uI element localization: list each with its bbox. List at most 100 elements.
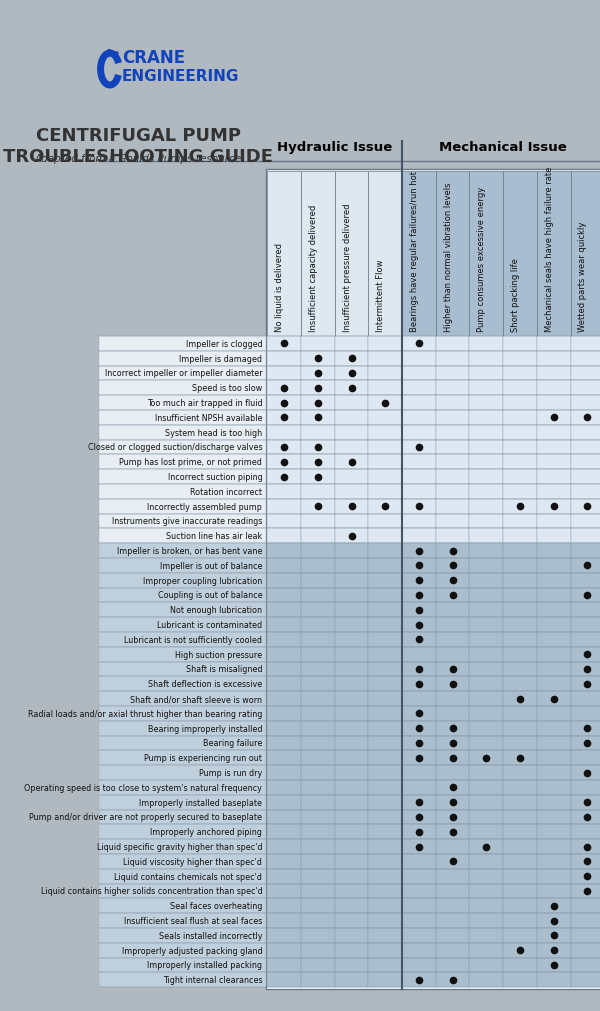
Bar (335, 426, 368, 440)
Bar (436, 558, 469, 573)
Bar (436, 603, 469, 618)
Bar (99, 662, 266, 676)
Text: Incorrect suction piping: Incorrect suction piping (167, 472, 262, 481)
Bar (402, 440, 436, 455)
Bar (537, 810, 571, 825)
Bar (469, 868, 503, 884)
Bar (537, 928, 571, 943)
Bar (436, 928, 469, 943)
Bar (368, 943, 402, 957)
Bar (335, 707, 368, 721)
Bar (436, 484, 469, 499)
Bar (335, 588, 368, 603)
Bar (301, 928, 335, 943)
Bar (335, 795, 368, 810)
Bar (335, 810, 368, 825)
Bar (335, 529, 368, 544)
Bar (571, 499, 600, 514)
Bar (268, 692, 301, 707)
Text: Liquid contains chemicals not spec'd: Liquid contains chemicals not spec'd (115, 871, 262, 881)
Bar (436, 780, 469, 795)
Bar (402, 839, 436, 854)
Bar (537, 913, 571, 928)
Bar (436, 172, 469, 337)
Bar (402, 765, 436, 780)
Bar (99, 780, 266, 795)
Bar (268, 410, 301, 426)
Bar (503, 899, 537, 913)
Bar (469, 810, 503, 825)
Bar (268, 440, 301, 455)
Bar (268, 470, 301, 484)
Bar (537, 352, 571, 366)
Bar (301, 573, 335, 588)
Bar (368, 396, 402, 410)
Bar (571, 957, 600, 973)
Bar (469, 499, 503, 514)
Bar (537, 676, 571, 692)
Bar (503, 529, 537, 544)
Bar (537, 647, 571, 662)
Bar (436, 662, 469, 676)
Bar (99, 632, 266, 647)
Bar (469, 750, 503, 765)
Bar (268, 514, 301, 529)
Bar (402, 470, 436, 484)
Bar (503, 632, 537, 647)
Bar (268, 647, 301, 662)
Bar (99, 440, 266, 455)
Bar (503, 810, 537, 825)
Bar (436, 839, 469, 854)
Text: Shaft is misaligned: Shaft is misaligned (186, 665, 262, 674)
Bar (503, 795, 537, 810)
Bar (335, 396, 368, 410)
Bar (571, 470, 600, 484)
Bar (335, 632, 368, 647)
Bar (335, 662, 368, 676)
Bar (402, 795, 436, 810)
Bar (402, 588, 436, 603)
Bar (402, 662, 436, 676)
Bar (99, 426, 266, 440)
Bar (503, 573, 537, 588)
Bar (503, 544, 537, 558)
Bar (503, 692, 537, 707)
Bar (301, 780, 335, 795)
Bar (335, 854, 368, 868)
Bar (368, 337, 402, 352)
Bar (469, 172, 503, 337)
Bar (503, 928, 537, 943)
Bar (368, 795, 402, 810)
Bar (571, 352, 600, 366)
Bar (301, 795, 335, 810)
Text: Mechanical seals have high failure rate: Mechanical seals have high failure rate (545, 167, 554, 332)
Bar (571, 943, 600, 957)
Bar (368, 470, 402, 484)
Bar (99, 410, 266, 426)
Bar (402, 603, 436, 618)
Bar (301, 588, 335, 603)
Bar (268, 676, 301, 692)
Bar (268, 928, 301, 943)
Bar (436, 765, 469, 780)
Bar (571, 337, 600, 352)
Bar (301, 957, 335, 973)
Bar (436, 529, 469, 544)
Bar (99, 928, 266, 943)
Text: Shaft deflection is excessive: Shaft deflection is excessive (148, 679, 262, 688)
Bar (402, 352, 436, 366)
Bar (469, 707, 503, 721)
Bar (469, 839, 503, 854)
Bar (537, 854, 571, 868)
Bar (503, 410, 537, 426)
Bar (537, 603, 571, 618)
Bar (368, 736, 402, 750)
Bar (469, 913, 503, 928)
Bar (268, 973, 301, 987)
Bar (537, 544, 571, 558)
Bar (368, 544, 402, 558)
Bar (537, 573, 571, 588)
Text: Lubricant is not sufficiently cooled: Lubricant is not sufficiently cooled (124, 635, 262, 644)
Bar (402, 426, 436, 440)
Bar (571, 573, 600, 588)
